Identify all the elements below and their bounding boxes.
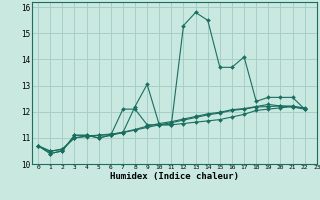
X-axis label: Humidex (Indice chaleur): Humidex (Indice chaleur) [110, 172, 239, 181]
